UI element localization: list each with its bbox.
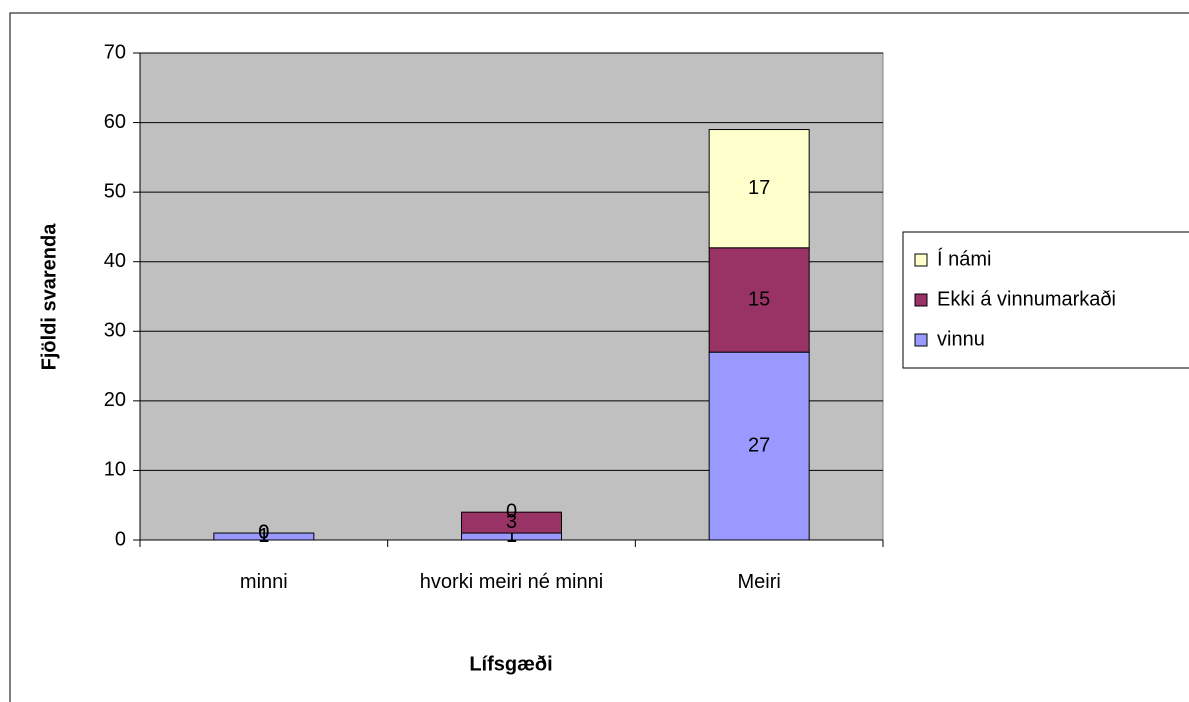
- y-tick-label: 10: [104, 459, 126, 481]
- data-label: 3: [506, 511, 517, 533]
- y-tick-label: 0: [115, 528, 126, 550]
- y-tick-label: 30: [104, 320, 126, 342]
- bar-segment: [708, 247, 810, 353]
- legend-swatch: [914, 293, 928, 307]
- y-tick-label: 60: [104, 111, 126, 133]
- bar-segment: [708, 351, 810, 541]
- legend-swatch: [914, 253, 928, 267]
- y-tick-label: 50: [104, 180, 126, 202]
- legend-swatch: [914, 333, 928, 347]
- data-label: 17: [748, 177, 770, 199]
- bar-segment: [213, 532, 315, 541]
- bar-segment: [708, 129, 810, 249]
- data-label: 0: [258, 521, 269, 543]
- x-tick-label: minni: [239, 571, 288, 593]
- x-tick-label: Meiri: [737, 571, 781, 593]
- data-label: 0: [258, 521, 269, 543]
- x-axis-title: Lífsgæði: [469, 653, 552, 675]
- data-label: 27: [748, 434, 770, 456]
- y-tick-label: 70: [104, 41, 126, 63]
- data-label: 0: [506, 500, 517, 522]
- y-tick-label: 40: [104, 250, 126, 272]
- legend-label: Ekki á vinnumarkaði: [937, 288, 1116, 310]
- data-label: 1: [258, 525, 269, 547]
- bar-segment: [461, 511, 562, 534]
- x-tick-label: hvorki meiri né minni: [419, 571, 604, 593]
- data-label: 15: [748, 288, 770, 310]
- y-tick-label: 20: [104, 389, 126, 411]
- legend-label: Í námi: [937, 247, 991, 270]
- legend-label: vinnu: [937, 328, 985, 350]
- legend-box: [902, 231, 1189, 369]
- data-label: 1: [506, 525, 517, 547]
- y-axis-title: Fjöldi svarenda: [38, 223, 60, 371]
